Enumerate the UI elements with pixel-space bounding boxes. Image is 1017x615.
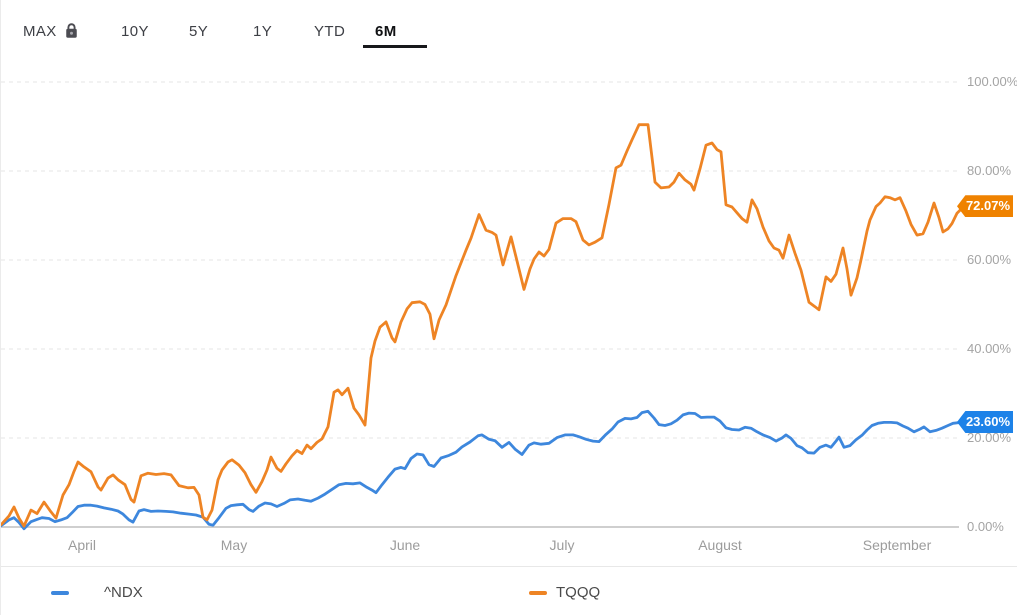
legend-item-ndx[interactable]: ^NDX [51, 567, 171, 615]
ndx-last-value-tag: 23.60% [957, 410, 1013, 433]
x-tick-label: July [549, 537, 575, 553]
y-tick-label: 20.00% [967, 430, 1012, 445]
tqqq-legend-label: TQQQ [556, 584, 601, 601]
range-tab-ytd-label: YTD [314, 22, 346, 40]
tqqq-last-value-tag: 72.07% [957, 195, 1013, 218]
x-tick-label: September [862, 537, 932, 553]
range-tab-5y-label: 5Y [189, 22, 209, 40]
range-tab-1y-label: 1Y [253, 22, 273, 40]
range-tab-10y[interactable]: 10Y [121, 18, 149, 44]
range-tab-6m-label: 6M [375, 22, 397, 40]
x-tick-label: May [220, 537, 248, 553]
range-tab-max-label: MAX [23, 22, 57, 40]
range-tab-6m[interactable]: 6M [375, 18, 397, 44]
active-tab-underline [363, 45, 427, 48]
x-tick-label: June [389, 537, 421, 553]
range-tab-1y[interactable]: 1Y [253, 18, 272, 44]
range-tabbar: MAX 10Y 5Y 1Y YTD 6M [1, 0, 1017, 55]
tqqq-last-value: 72.07% [965, 198, 1011, 214]
y-tick-label: 0.00% [967, 519, 1004, 534]
range-tab-ytd[interactable]: YTD [314, 18, 345, 44]
series-line-tqqq [1, 123, 966, 528]
ndx-legend-label: ^NDX [104, 584, 143, 601]
tqqq-color-swatch [529, 591, 547, 595]
x-tick-label: August [698, 537, 742, 553]
range-tab-max[interactable]: MAX [23, 18, 79, 44]
x-tick-label: April [67, 537, 97, 553]
y-tick-label: 80.00% [967, 163, 1012, 178]
ndx-color-swatch [51, 591, 69, 595]
legend-item-tqqq[interactable]: TQQQ [529, 567, 639, 615]
series-line-ndx [1, 409, 966, 531]
y-tick-label: 40.00% [967, 341, 1012, 356]
range-tab-5y[interactable]: 5Y [189, 18, 208, 44]
y-tick-label: 60.00% [967, 252, 1012, 267]
legend: ^NDX TQQQ [1, 567, 1017, 615]
y-tick-label: 100.00% [967, 74, 1017, 89]
legend-separator [1, 566, 1017, 567]
ndx-last-value: 23.60% [965, 413, 1011, 429]
lock-icon [65, 22, 77, 38]
range-tab-10y-label: 10Y [121, 22, 149, 40]
